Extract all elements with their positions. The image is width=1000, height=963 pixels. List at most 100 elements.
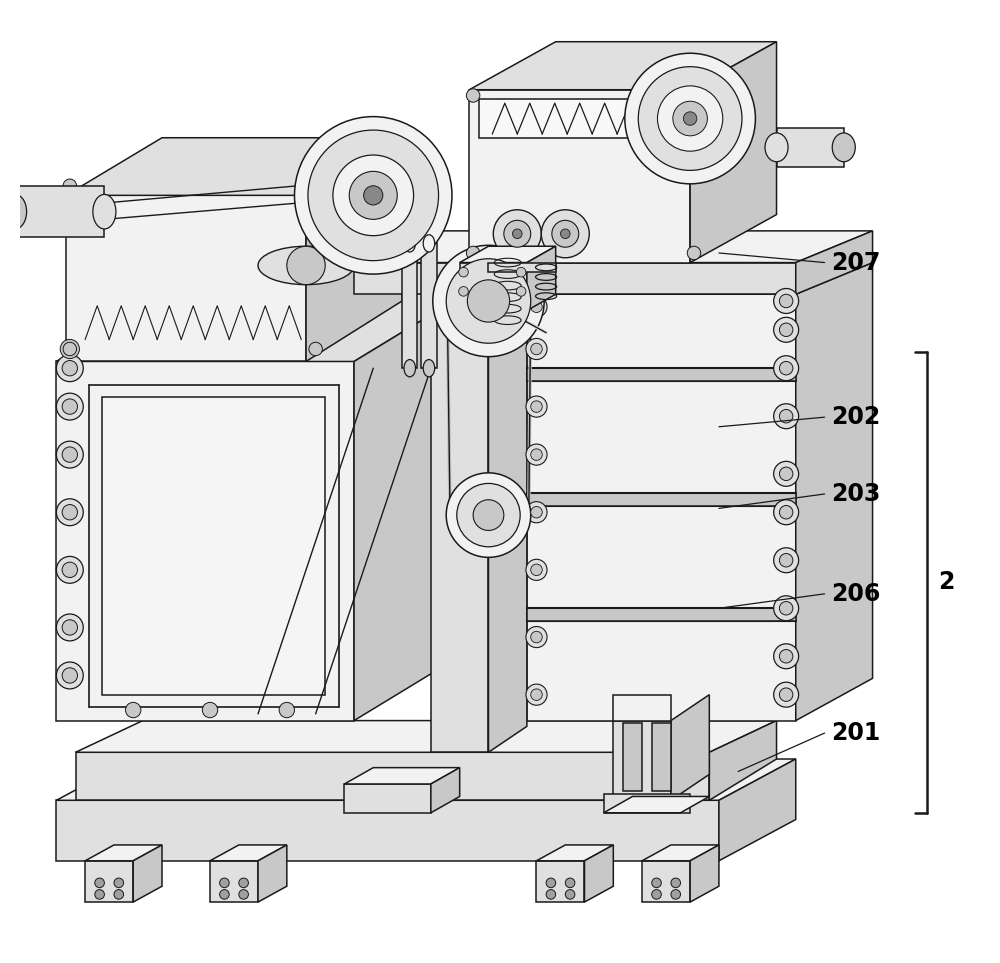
Circle shape <box>114 878 124 888</box>
Circle shape <box>62 360 78 376</box>
Polygon shape <box>469 90 690 263</box>
Circle shape <box>295 117 452 274</box>
Polygon shape <box>536 861 584 902</box>
Circle shape <box>279 702 295 717</box>
Polygon shape <box>527 609 796 621</box>
Circle shape <box>774 355 799 380</box>
Circle shape <box>114 890 124 899</box>
Polygon shape <box>133 845 162 902</box>
Polygon shape <box>777 128 844 167</box>
Circle shape <box>531 507 542 518</box>
Circle shape <box>62 620 78 636</box>
Polygon shape <box>709 720 777 800</box>
Circle shape <box>526 396 547 417</box>
Circle shape <box>466 247 480 260</box>
Circle shape <box>673 101 707 136</box>
Polygon shape <box>354 292 469 720</box>
Polygon shape <box>15 186 104 237</box>
Polygon shape <box>354 263 796 295</box>
Polygon shape <box>527 368 796 380</box>
Polygon shape <box>0 195 18 227</box>
Circle shape <box>239 890 248 899</box>
Circle shape <box>774 548 799 573</box>
Circle shape <box>774 500 799 525</box>
Circle shape <box>774 289 799 314</box>
Polygon shape <box>344 784 431 813</box>
Circle shape <box>202 702 218 717</box>
Circle shape <box>62 667 78 683</box>
Polygon shape <box>56 759 796 800</box>
Circle shape <box>552 221 579 247</box>
Polygon shape <box>719 759 796 861</box>
Polygon shape <box>76 752 709 800</box>
Circle shape <box>467 280 510 322</box>
Polygon shape <box>642 861 690 902</box>
Circle shape <box>63 342 77 355</box>
Polygon shape <box>690 845 719 902</box>
Circle shape <box>671 890 681 899</box>
Circle shape <box>349 171 397 220</box>
Circle shape <box>526 297 547 317</box>
Polygon shape <box>527 247 556 311</box>
Polygon shape <box>652 723 671 791</box>
Circle shape <box>779 506 793 519</box>
Polygon shape <box>623 723 642 791</box>
Polygon shape <box>431 263 488 752</box>
Circle shape <box>56 557 83 584</box>
Circle shape <box>774 461 799 486</box>
Circle shape <box>531 401 542 412</box>
Circle shape <box>531 449 542 460</box>
Circle shape <box>433 246 544 356</box>
Circle shape <box>308 130 439 261</box>
Circle shape <box>126 702 141 717</box>
Circle shape <box>287 247 325 285</box>
Circle shape <box>531 301 542 313</box>
Circle shape <box>95 890 104 899</box>
Circle shape <box>526 444 547 465</box>
Polygon shape <box>690 41 777 263</box>
Circle shape <box>541 210 589 258</box>
Circle shape <box>516 287 526 297</box>
Circle shape <box>63 179 77 193</box>
Polygon shape <box>210 861 258 902</box>
Polygon shape <box>421 244 437 368</box>
Polygon shape <box>258 845 287 902</box>
Ellipse shape <box>404 235 416 252</box>
Circle shape <box>504 221 531 247</box>
Circle shape <box>526 627 547 648</box>
Polygon shape <box>796 231 873 295</box>
Circle shape <box>56 614 83 641</box>
Circle shape <box>546 890 556 899</box>
Ellipse shape <box>4 195 27 229</box>
Polygon shape <box>460 263 527 311</box>
Polygon shape <box>56 292 469 361</box>
Circle shape <box>531 343 542 354</box>
Circle shape <box>62 562 78 578</box>
Circle shape <box>512 229 522 239</box>
Circle shape <box>457 483 520 547</box>
Polygon shape <box>604 794 690 813</box>
Polygon shape <box>527 263 873 295</box>
Circle shape <box>779 554 793 567</box>
Polygon shape <box>527 493 796 506</box>
Circle shape <box>364 186 383 205</box>
Circle shape <box>774 403 799 429</box>
Circle shape <box>671 878 681 888</box>
Text: 206: 206 <box>831 582 881 606</box>
Polygon shape <box>354 231 873 263</box>
Polygon shape <box>613 720 671 800</box>
Circle shape <box>531 689 542 700</box>
Circle shape <box>493 210 541 258</box>
Circle shape <box>62 447 78 462</box>
Ellipse shape <box>765 133 788 162</box>
Polygon shape <box>584 845 613 902</box>
Circle shape <box>56 354 83 381</box>
Circle shape <box>652 878 661 888</box>
Circle shape <box>56 499 83 526</box>
Polygon shape <box>102 397 325 694</box>
Circle shape <box>774 596 799 621</box>
Circle shape <box>774 317 799 342</box>
Text: 2: 2 <box>938 570 955 594</box>
Circle shape <box>546 878 556 888</box>
Circle shape <box>774 682 799 707</box>
